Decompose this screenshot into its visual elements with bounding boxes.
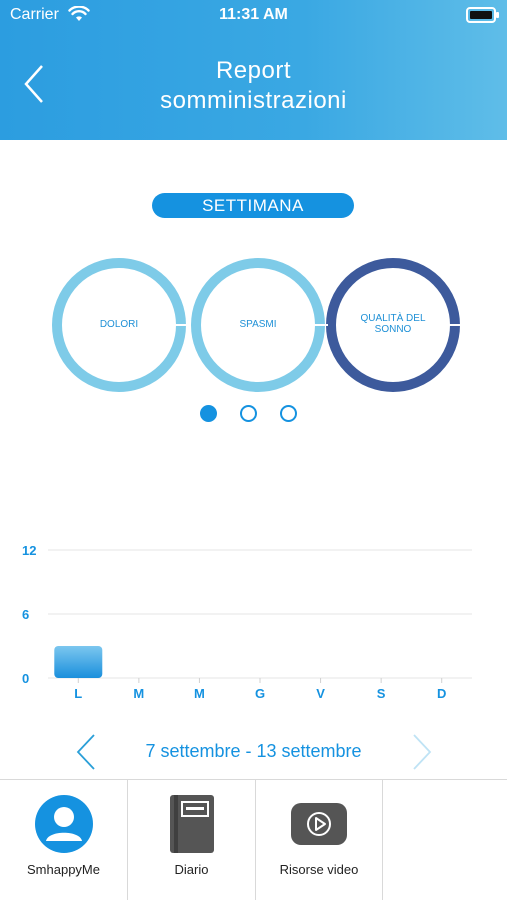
clock: 11:31 AM <box>219 6 288 23</box>
tab-label-diario: Diario <box>174 862 209 877</box>
page-title: Report somministrazioni <box>100 56 407 116</box>
x-tick-label: M <box>133 686 144 701</box>
tab-diario[interactable]: Diario <box>128 780 256 900</box>
week-navigation: 7 settembre - 13 settembre <box>0 730 507 774</box>
tab-smhappyme[interactable]: SmhappyMe <box>0 780 128 900</box>
ring-label-qualita-line1: QUALITÀ DEL <box>360 313 426 324</box>
tab-risorse-video[interactable]: Risorse video <box>256 780 383 900</box>
x-tick-label: L <box>74 686 82 701</box>
header: Carrier 11:31 AM Report somministrazioni <box>0 0 507 140</box>
next-week-button <box>408 732 436 772</box>
page-dot-1[interactable] <box>200 405 217 422</box>
x-tick-label: M <box>194 686 205 701</box>
y-tick-label: 12 <box>22 543 36 558</box>
x-tick-label: D <box>437 686 446 701</box>
status-bar: Carrier 11:31 AM <box>0 0 507 30</box>
week-range-label: 7 settembre - 13 settembre <box>145 741 362 761</box>
page-dot-3[interactable] <box>280 405 297 422</box>
page-dot-2[interactable] <box>240 405 257 422</box>
bar-0 <box>54 646 103 678</box>
x-tick-label: G <box>255 686 265 701</box>
ring-label-qualita-line2: SONNO <box>374 324 412 335</box>
previous-week-button[interactable] <box>72 732 100 772</box>
page-title-line2: somministrazioni <box>160 87 347 114</box>
profile-icon <box>34 794 94 859</box>
ring-label-qualita-sonno: QUALITÀ DEL SONNO <box>343 313 443 335</box>
x-tick-label: S <box>377 686 386 701</box>
diary-icon <box>169 794 215 859</box>
wifi-icon <box>68 5 90 27</box>
chevron-left-icon <box>20 65 50 110</box>
page-indicator <box>198 405 308 423</box>
chevron-left-icon <box>72 734 100 776</box>
ring-label-spasmi: SPASMI <box>239 319 277 330</box>
tab-label-smhappyme: SmhappyMe <box>27 862 100 877</box>
period-selector[interactable]: SETTIMANA <box>152 193 354 218</box>
back-button[interactable] <box>20 62 50 106</box>
ring-label-dolori: DOLORI <box>99 319 139 330</box>
tab-label-risorse-video: Risorse video <box>279 862 359 877</box>
rings-graphic <box>52 258 462 392</box>
y-tick-label: 0 <box>22 671 29 686</box>
video-icon <box>290 802 348 851</box>
chevron-right-icon <box>408 734 436 776</box>
x-tick-label: V <box>316 686 325 701</box>
tab-bar: SmhappyMe Diario Risorse video <box>0 779 507 900</box>
page-title-line1: Report <box>215 57 292 84</box>
battery-icon <box>466 7 499 23</box>
rings-carousel[interactable]: DOLORI SPASMI QUALITÀ DEL SONNO <box>0 255 507 395</box>
carrier-label: Carrier <box>10 6 59 23</box>
y-tick-label: 6 <box>22 607 29 622</box>
weekly-bar-chart: 0 6 12 L M M G V S D <box>0 535 507 705</box>
